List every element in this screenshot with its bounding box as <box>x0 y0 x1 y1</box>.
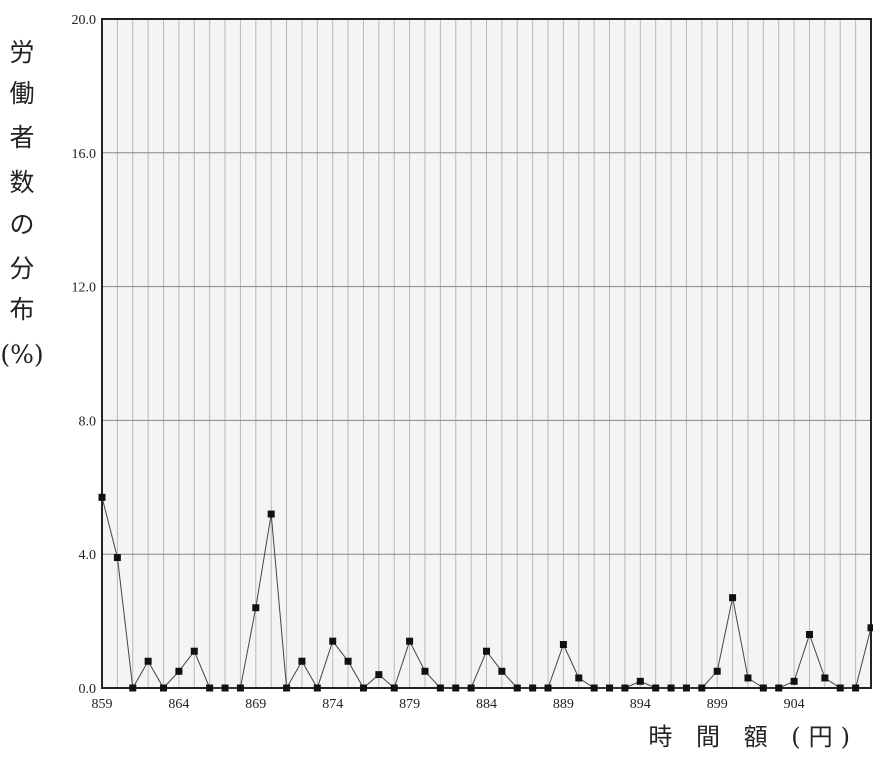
data-point <box>175 667 183 675</box>
plot-frame <box>101 18 872 689</box>
x-tick-label: 874 <box>322 697 343 712</box>
data-point <box>344 657 352 665</box>
data-point <box>836 684 844 692</box>
data-point <box>513 684 521 692</box>
data-point <box>529 684 537 692</box>
data-point <box>436 684 444 692</box>
y-axis-label-char: 働 <box>9 79 34 108</box>
data-point <box>113 554 121 562</box>
data-point <box>467 684 475 692</box>
x-tick-label: 864 <box>168 697 189 712</box>
y-tick-label: 0.0 <box>79 682 97 697</box>
data-point <box>575 674 583 682</box>
data-point <box>544 684 552 692</box>
data-point <box>667 684 675 692</box>
data-point <box>621 684 629 692</box>
data-point <box>390 684 398 692</box>
data-point <box>190 647 198 655</box>
data-point <box>313 684 321 692</box>
y-tick-label: 4.0 <box>79 548 97 563</box>
y-axis-label-char: 労 <box>9 38 34 67</box>
data-point <box>298 657 306 665</box>
data-point <box>744 674 752 682</box>
data-point <box>221 684 229 692</box>
data-point <box>652 684 660 692</box>
data-point <box>867 624 873 632</box>
data-point <box>252 604 260 612</box>
x-tick-label: 869 <box>245 697 266 712</box>
y-axis-label-char: 分 <box>9 254 34 283</box>
data-point <box>713 667 721 675</box>
data-point <box>421 667 429 675</box>
data-point <box>606 684 614 692</box>
data-point <box>359 684 367 692</box>
data-point <box>682 684 690 692</box>
data-point <box>483 647 490 655</box>
data-point <box>144 657 152 665</box>
y-tick-label: 8.0 <box>79 414 97 429</box>
y-tick-label: 12.0 <box>72 281 97 296</box>
x-tick-label: 894 <box>630 697 651 712</box>
series-layer <box>98 493 873 692</box>
data-point <box>498 667 506 675</box>
data-point <box>729 594 737 602</box>
x-tick-label: 879 <box>399 697 420 712</box>
y-axis-label-char: 布 <box>9 295 34 324</box>
y-axis-label-char: (%) <box>0 340 43 369</box>
x-tick-label: 884 <box>476 697 497 712</box>
data-point <box>236 684 244 692</box>
data-point <box>329 637 337 645</box>
data-point <box>821 674 829 682</box>
y-axis-label-char: の <box>9 210 34 239</box>
x-tick-label: 904 <box>784 697 805 712</box>
data-point <box>790 677 798 685</box>
grid-layer <box>101 18 872 689</box>
y-tick-label: 20.0 <box>72 13 97 28</box>
data-point <box>267 510 275 518</box>
y-axis-label-char: 者 <box>9 123 34 152</box>
data-point <box>698 684 706 692</box>
x-tick-label: 899 <box>707 697 728 712</box>
y-axis-label-char: 数 <box>9 168 34 197</box>
data-point <box>852 684 860 692</box>
x-axis-label: 時 間 額 (円) <box>648 723 858 751</box>
data-point <box>636 677 644 685</box>
data-point <box>375 671 383 679</box>
data-point <box>406 637 414 645</box>
data-point <box>98 493 106 501</box>
x-tick-label: 859 <box>92 697 113 712</box>
data-point <box>160 684 168 692</box>
data-point <box>452 684 460 692</box>
data-point <box>129 684 137 692</box>
data-point <box>759 684 767 692</box>
y-tick-label: 16.0 <box>72 147 97 162</box>
y-axis-ticks: 0.0 4.0 8.0 12.0 16.0 20.0 <box>72 13 97 697</box>
data-point <box>590 684 598 692</box>
x-tick-label: 889 <box>553 697 574 712</box>
data-point <box>775 684 783 692</box>
data-point <box>559 641 567 649</box>
data-point <box>283 684 291 692</box>
data-point <box>206 684 214 692</box>
data-point <box>805 630 813 638</box>
x-axis-ticks: 859 864 869 874 879 884 889 894 899 904 <box>92 697 805 712</box>
